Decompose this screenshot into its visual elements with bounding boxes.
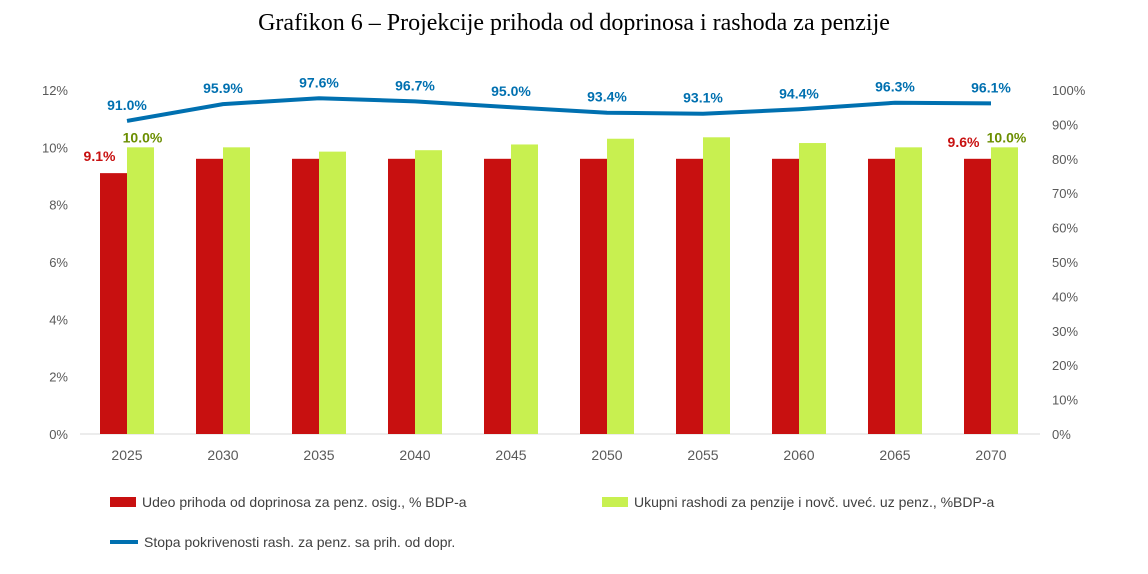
y-left-tick-label: 8%	[49, 198, 68, 213]
bar-revenue	[580, 158, 607, 435]
line-data-label: 91.0%	[107, 97, 147, 113]
bar-expenditure	[511, 144, 538, 434]
y-left-tick-label: 2%	[49, 370, 68, 385]
y-left-tick-label: 10%	[42, 140, 68, 155]
x-tick-label: 2065	[879, 447, 910, 463]
bar-revenue	[868, 158, 895, 435]
y-right-tick-label: 0%	[1052, 427, 1071, 442]
line-data-label: 94.4%	[779, 85, 819, 101]
y-right-tick-label: 100%	[1052, 83, 1086, 98]
y-right-tick-label: 80%	[1052, 152, 1078, 167]
x-tick-label: 2070	[975, 447, 1006, 463]
legend-item-revenue: Udeo prihoda od doprinosa za penz. osig.…	[110, 494, 467, 510]
bar-expenditure	[223, 147, 250, 435]
legend-swatch-green	[602, 497, 628, 507]
data-label: 10.0%	[987, 129, 1027, 145]
legend-item-coverage: Stopa pokrivenosti rash. za penz. sa pri…	[110, 534, 455, 550]
bar-revenue	[292, 158, 319, 435]
x-tick-label: 2025	[111, 447, 142, 463]
bar-expenditure	[607, 138, 634, 434]
bar-revenue	[964, 158, 991, 435]
y-right-tick-label: 20%	[1052, 358, 1078, 373]
chart: 0% 2% 4% 6% 8% 10% 12% 0% 10% 20% 30% 40% 50% 60% 70% 8…	[42, 74, 1086, 463]
bar-expenditure	[415, 150, 442, 434]
legend-swatch-red	[110, 497, 136, 507]
bar-expenditure	[991, 147, 1018, 435]
legend-label: Stopa pokrivenosti rash. za penz. sa pri…	[144, 534, 456, 550]
line-data-label: 93.4%	[587, 89, 627, 105]
x-tick-label: 2030	[207, 447, 238, 463]
line-data-label: 96.7%	[395, 77, 435, 93]
legend-label: Udeo prihoda od doprinosa za penz. osig.…	[142, 494, 467, 510]
bar-expenditure	[703, 137, 730, 435]
y-right-tick-label: 70%	[1052, 186, 1078, 201]
bar-expenditure	[799, 143, 826, 435]
x-tick-label: 2055	[687, 447, 718, 463]
bar-revenue	[676, 158, 703, 435]
y-right-tick-label: 60%	[1052, 221, 1078, 236]
bar-expenditure	[319, 151, 346, 434]
bar-revenue	[388, 158, 415, 435]
bar-revenue	[100, 173, 127, 434]
x-tick-label: 2040	[399, 447, 430, 463]
y-left-tick-label: 4%	[49, 312, 68, 327]
bar-revenue	[196, 158, 223, 435]
x-tick-label: 2045	[495, 447, 526, 463]
y-left-tick-label: 6%	[49, 255, 68, 270]
bar-revenue	[484, 158, 511, 435]
data-label: 9.6%	[948, 134, 980, 150]
y-left-tick-label: 0%	[49, 427, 68, 442]
data-label: 10.0%	[123, 129, 163, 145]
line-data-label: 93.1%	[683, 90, 723, 106]
legend-swatch-line	[110, 540, 138, 544]
x-tick-label: 2060	[783, 447, 814, 463]
y-right-tick-label: 30%	[1052, 324, 1078, 339]
data-label: 9.1%	[84, 148, 116, 164]
line-data-label: 96.3%	[875, 79, 915, 95]
x-tick-label: 2050	[591, 447, 622, 463]
x-tick-label: 2035	[303, 447, 334, 463]
y-left-tick-label: 12%	[42, 83, 68, 98]
legend-item-expenditure: Ukupni rashodi za penzije i novč. uveć. …	[602, 494, 994, 510]
line-data-label: 97.6%	[299, 74, 339, 90]
line-data-label: 95.9%	[203, 80, 243, 96]
line-data-label: 96.1%	[971, 79, 1011, 95]
y-right-tick-label: 90%	[1052, 117, 1078, 132]
bar-revenue	[772, 158, 799, 435]
legend-label: Ukupni rashodi za penzije i novč. uveć. …	[634, 494, 995, 510]
bar-expenditure	[127, 147, 154, 435]
line-coverage	[126, 96, 992, 123]
y-right-tick-label: 10%	[1052, 393, 1078, 408]
y-right-tick-label: 40%	[1052, 289, 1078, 304]
y-right-tick-label: 50%	[1052, 255, 1078, 270]
line-data-label: 95.0%	[491, 83, 531, 99]
chart-title: Grafikon 6 – Projekcije prihoda od dopri…	[258, 10, 890, 36]
bar-expenditure	[895, 147, 922, 435]
